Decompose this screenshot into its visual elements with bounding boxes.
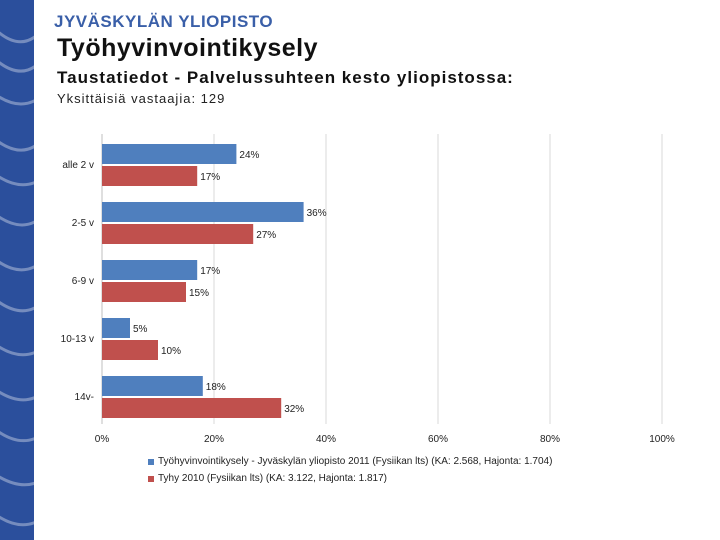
category-label: 14v- <box>75 392 94 403</box>
category-label: 2-5 v <box>72 218 94 229</box>
category-label: 10-13 v <box>61 334 94 345</box>
data-label: 10% <box>161 346 181 357</box>
legend-swatch-2011 <box>148 458 154 465</box>
data-label: 5% <box>133 324 148 335</box>
data-label: 32% <box>284 404 304 415</box>
data-label: 24% <box>239 150 259 161</box>
x-tick-label: 80% <box>540 434 560 445</box>
x-tick-label: 40% <box>316 434 336 445</box>
page-title: Työhyvinvointikysely <box>57 34 319 62</box>
x-tick-label: 0% <box>95 434 110 445</box>
data-label: 17% <box>200 172 220 183</box>
bar-2010 <box>102 224 254 244</box>
bar-2010 <box>102 282 186 302</box>
data-label: 15% <box>189 288 209 299</box>
bar-2011 <box>102 376 203 396</box>
legend-label-2011: Työhyvinvointikysely - Jyväskylän yliopi… <box>158 456 553 467</box>
university-sidebar <box>0 0 34 540</box>
university-logo-text: JYVÄSKYLÄN YLIOPISTO <box>54 12 274 31</box>
legend-swatch-2010 <box>148 475 154 482</box>
torch-emblem-icon <box>0 31 34 527</box>
x-tick-label: 100% <box>649 434 675 445</box>
bar-2010 <box>102 340 158 360</box>
respondent-count: Yksittäisiä vastaajia: 129 <box>57 91 226 106</box>
chart-legend: Työhyvinvointikysely - Jyväskylän yliopi… <box>148 453 552 487</box>
x-tick-label: 60% <box>428 434 448 445</box>
category-label: alle 2 v <box>62 160 94 171</box>
legend-item-2010: Tyhy 2010 (Fysiikan lts) (KA: 3.122, Haj… <box>148 470 552 487</box>
bar-2011 <box>102 318 130 338</box>
bar-2011 <box>102 144 237 164</box>
bar-2011 <box>102 260 198 280</box>
bar-2010 <box>102 398 282 418</box>
bar-2010 <box>102 166 198 186</box>
legend-item-2011: Työhyvinvointikysely - Jyväskylän yliopi… <box>148 453 552 470</box>
bar-2011 <box>102 202 304 222</box>
data-label: 18% <box>206 382 226 393</box>
x-tick-label: 20% <box>204 434 224 445</box>
data-label: 36% <box>307 208 327 219</box>
page-subtitle: Taustatiedot - Palvelussuhteen kesto yli… <box>57 68 514 87</box>
data-label: 27% <box>256 230 276 241</box>
data-label: 17% <box>200 266 220 277</box>
category-label: 6-9 v <box>72 276 94 287</box>
legend-label-2010: Tyhy 2010 (Fysiikan lts) (KA: 3.122, Haj… <box>158 473 387 484</box>
